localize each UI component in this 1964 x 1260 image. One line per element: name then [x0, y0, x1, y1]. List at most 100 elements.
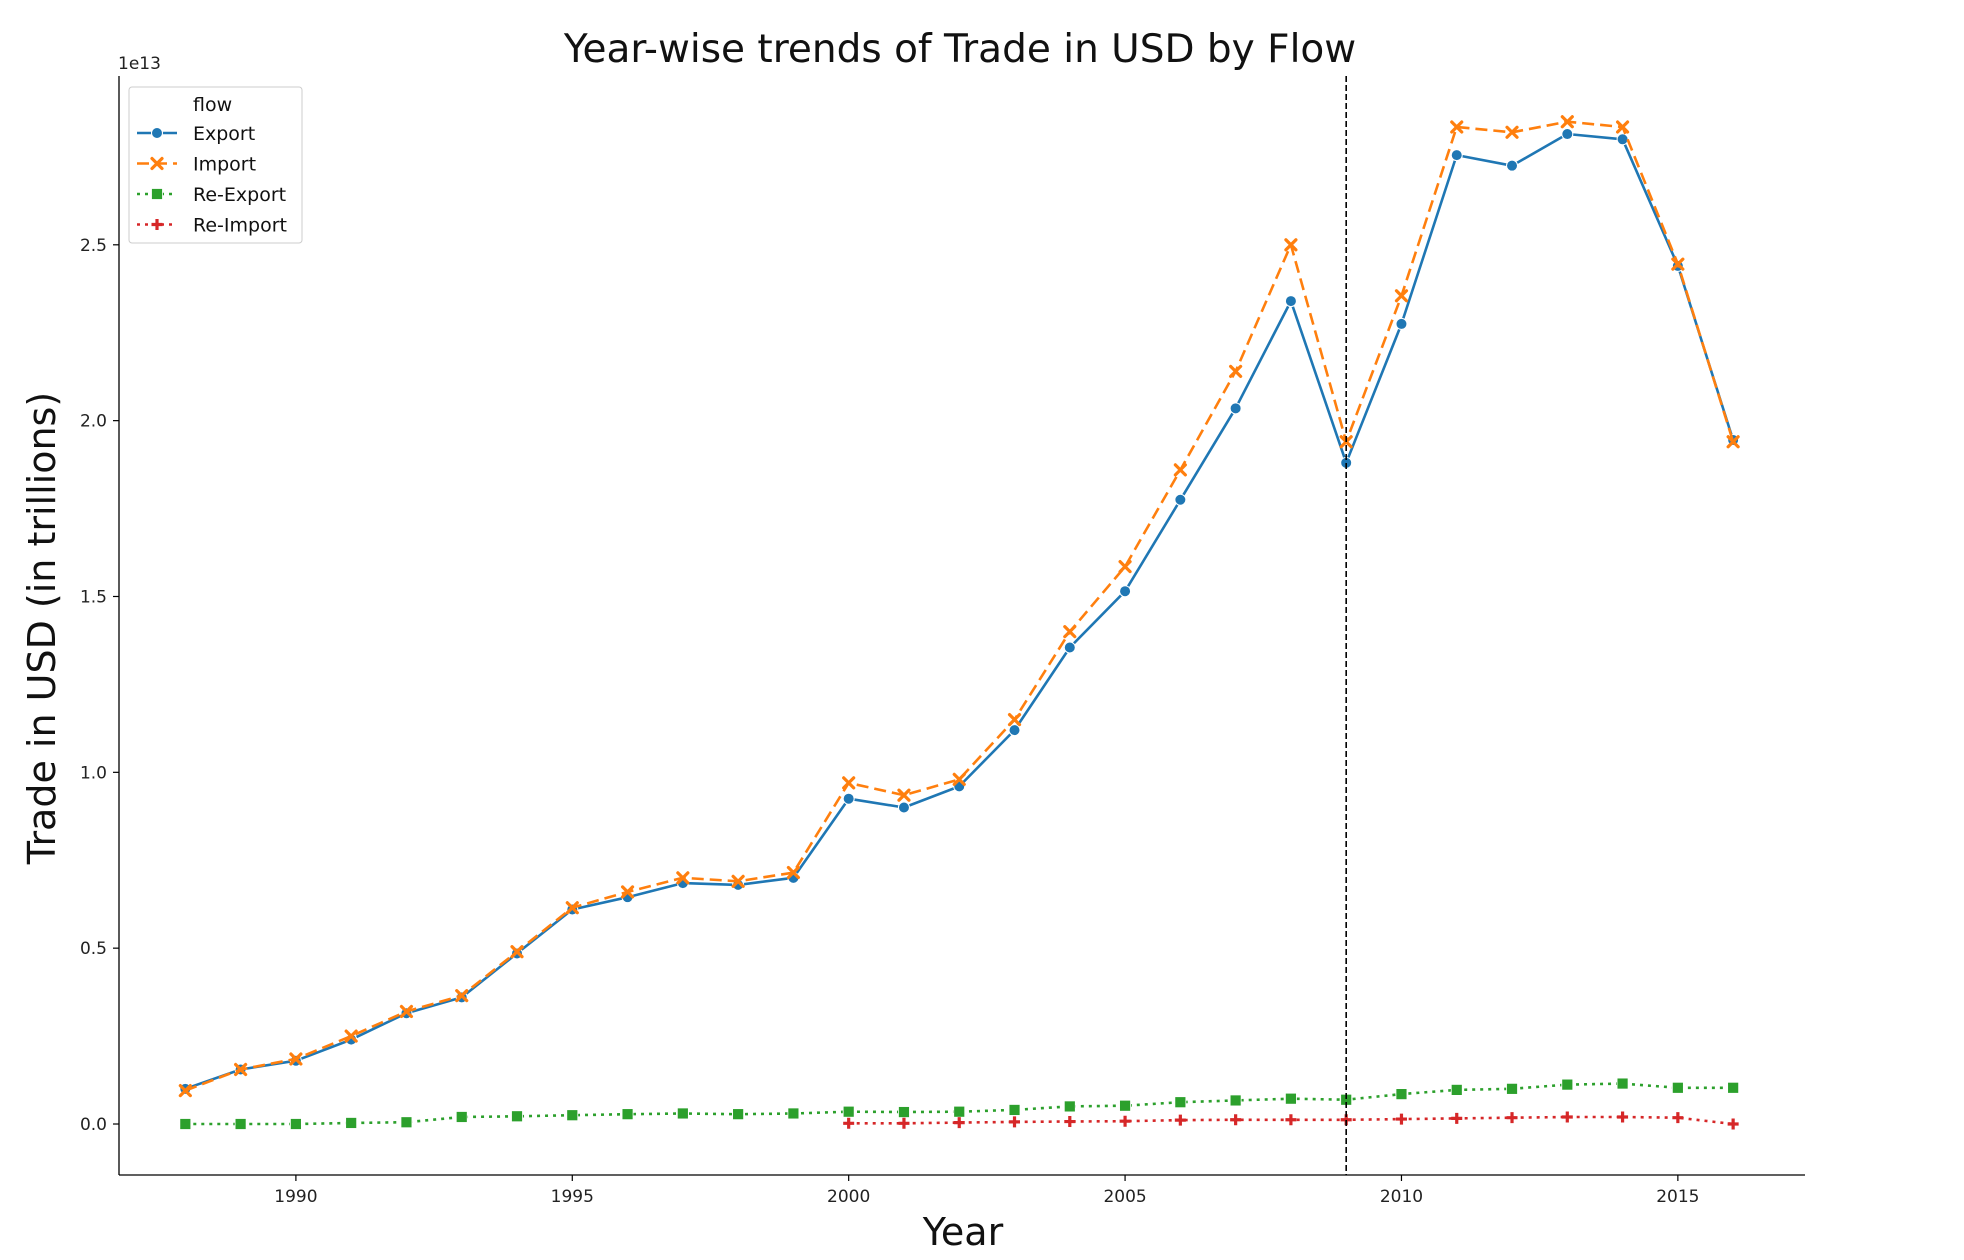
x-axis-label: Year	[922, 1210, 1004, 1254]
data-point-re-export	[345, 1117, 358, 1129]
legend-marker-export	[151, 127, 163, 139]
data-point-re-import	[1064, 1116, 1076, 1128]
data-point-re-import	[1672, 1112, 1684, 1124]
data-point-re-export	[1450, 1083, 1463, 1096]
data-point-export	[1119, 585, 1132, 598]
data-point-import	[399, 1004, 414, 1019]
legend-title: flow	[193, 94, 232, 116]
data-point-export	[1506, 159, 1519, 172]
data-point-re-import	[1561, 1111, 1573, 1123]
data-point-export	[1063, 641, 1076, 654]
x-tick-label: 2015	[1656, 1187, 1699, 1207]
series-line-import	[184, 120, 1735, 1092]
data-point-re-import	[1451, 1112, 1463, 1124]
data-point-re-import	[898, 1117, 910, 1129]
data-point-import	[897, 788, 911, 802]
data-point-export	[1284, 295, 1297, 308]
data-point-re-export	[732, 1108, 745, 1121]
y-tick-label: 1.0	[80, 763, 107, 783]
legend-box	[128, 86, 303, 244]
data-point-import	[1394, 289, 1409, 303]
legend-marker-import	[150, 156, 164, 171]
y-tick-label: 1.5	[80, 587, 107, 607]
x-tick-label: 2005	[1103, 1187, 1146, 1207]
data-point-import	[1450, 120, 1464, 134]
data-point-import	[455, 989, 469, 1003]
data-point-re-import	[1285, 1114, 1297, 1126]
y-tick-label: 0.0	[80, 1115, 107, 1135]
data-point-re-export	[566, 1109, 579, 1122]
x-tick-label: 1995	[551, 1187, 594, 1207]
data-point-export	[1229, 402, 1242, 415]
data-point-import	[676, 871, 690, 885]
data-point-import	[731, 874, 745, 888]
data-point-export	[897, 801, 910, 814]
data-point-import	[620, 885, 635, 899]
data-point-import	[510, 945, 524, 959]
data-point-re-export	[1561, 1078, 1574, 1091]
data-point-re-export	[511, 1110, 523, 1123]
x-tick-label: 1990	[274, 1187, 317, 1207]
data-point-re-export	[234, 1118, 247, 1130]
data-point-export	[1561, 128, 1574, 141]
data-point-re-import	[1727, 1118, 1739, 1130]
data-point-re-export	[1119, 1099, 1131, 1112]
data-point-import	[1229, 364, 1243, 379]
x-tick-label: 2010	[1380, 1187, 1423, 1207]
y-axis-offset-label: 1e13	[118, 54, 161, 74]
data-point-import	[1615, 120, 1630, 134]
data-point-re-import	[1506, 1112, 1518, 1124]
data-point-import	[1118, 559, 1132, 574]
data-point-re-import	[1119, 1115, 1131, 1127]
y-tick-label: 0.5	[80, 939, 107, 959]
y-tick-label: 2.0	[80, 412, 107, 432]
data-point-re-export	[621, 1108, 634, 1121]
data-point-re-import	[1617, 1111, 1629, 1123]
data-point-re-import	[953, 1117, 965, 1129]
legend-label-re-import: Re-Import	[193, 215, 287, 237]
data-point-re-export	[400, 1116, 413, 1129]
series-line-export	[184, 132, 1735, 1091]
data-point-import	[1173, 463, 1187, 477]
data-point-re-export	[787, 1107, 800, 1120]
data-point-re-export	[1395, 1088, 1408, 1101]
data-point-import	[344, 1029, 358, 1043]
data-point-re-export	[1063, 1100, 1076, 1113]
data-point-re-import	[1395, 1113, 1407, 1125]
y-tick-label: 2.5	[80, 236, 107, 256]
data-point-import	[1063, 625, 1077, 639]
data-point-export	[1008, 724, 1021, 737]
series-line-re-export	[185, 1082, 1734, 1126]
data-point-re-export	[898, 1106, 910, 1118]
data-point-re-export	[676, 1107, 689, 1120]
data-point-import	[1007, 712, 1022, 727]
data-point-re-import	[843, 1117, 855, 1129]
legend-marker-re-import	[151, 219, 163, 230]
data-point-import	[1505, 125, 1519, 139]
legend-label-re-export: Re-Export	[193, 184, 286, 206]
data-point-re-export	[842, 1105, 855, 1118]
data-point-re-export	[953, 1105, 966, 1118]
legend-label-import: Import	[193, 154, 256, 176]
data-point-import	[786, 865, 800, 880]
data-point-re-import	[1009, 1116, 1021, 1128]
data-point-import	[1671, 257, 1685, 271]
legend: flow Export Import Re-Export Re-Import	[128, 86, 303, 244]
data-point-import	[178, 1084, 192, 1098]
data-point-re-export	[1229, 1094, 1242, 1107]
data-point-import	[842, 776, 856, 790]
data-point-export	[1395, 317, 1408, 330]
data-point-re-export	[1285, 1092, 1297, 1105]
plot-area: 1990 1995 2000 2005 2010 2015 0.0 0.5 1.0 1.5 2.0 2…	[80, 76, 1805, 1207]
data-point-re-export	[1008, 1104, 1021, 1116]
data-point-import	[289, 1052, 303, 1066]
data-point-re-import	[1230, 1114, 1242, 1126]
data-point-import	[1560, 115, 1574, 129]
data-point-re-export	[1727, 1081, 1740, 1094]
data-point-export	[1616, 133, 1629, 146]
data-point-re-export	[455, 1111, 468, 1123]
data-point-export	[1174, 493, 1187, 506]
data-point-import	[952, 772, 966, 786]
data-point-re-import	[1174, 1114, 1186, 1126]
